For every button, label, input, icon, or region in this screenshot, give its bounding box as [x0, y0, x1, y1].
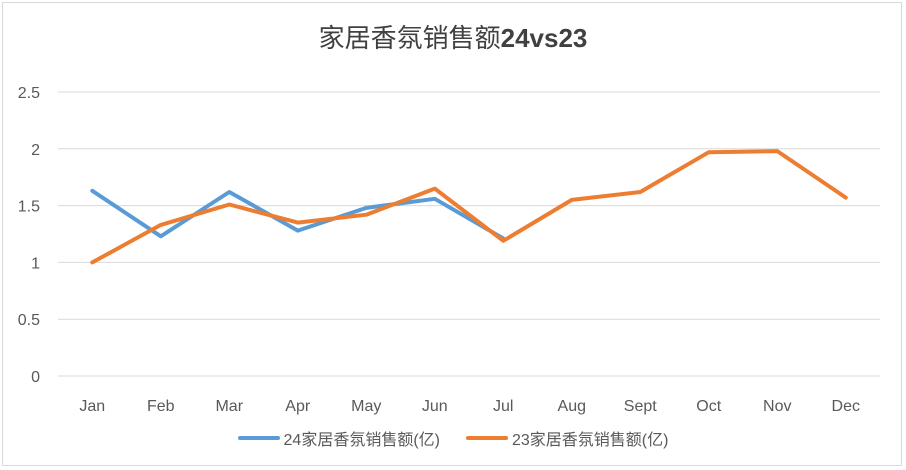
y-tick-label: 1	[31, 255, 40, 272]
y-tick-label: 1.5	[18, 199, 40, 216]
x-tick-label: Sept	[624, 398, 657, 415]
x-tick-label: Feb	[147, 398, 175, 415]
legend-swatch-blue	[237, 436, 280, 440]
chart-legend: 24家居香氛销售额(亿) 23家居香氛销售额(亿)	[0, 426, 906, 450]
legend-swatch-orange	[466, 436, 508, 440]
x-tick-label: Nov	[763, 398, 791, 415]
x-tick-label: May	[351, 398, 381, 415]
y-tick-label: 0.5	[18, 312, 40, 329]
x-tick-label: Jan	[79, 398, 105, 415]
x-tick-label: Jul	[493, 398, 513, 415]
legend-item-23: 23家居香氛销售额(亿)	[466, 426, 668, 450]
x-tick-label: Dec	[832, 398, 860, 415]
x-tick-label: Aug	[558, 398, 586, 415]
legend-label-24: 24家居香氛销售额(亿)	[283, 432, 440, 449]
x-tick-label: Mar	[215, 398, 243, 415]
chart-title: 家居香氛销售额24vs23	[0, 18, 906, 55]
chart-title-zh: 家居香氛销售额	[318, 23, 501, 53]
x-tick-label: Jun	[422, 398, 448, 415]
legend-label-23: 23家居香氛销售额(亿)	[512, 432, 669, 449]
chart-title-en: 24vs23	[500, 23, 588, 53]
x-tick-label: Oct	[696, 398, 721, 415]
y-tick-label: 0	[31, 369, 40, 386]
series-line-1	[90, 149, 848, 265]
legend-item-24: 24家居香氛销售额(亿)	[237, 426, 440, 450]
series-line-0	[90, 188, 506, 241]
x-tick-label: Apr	[285, 398, 311, 415]
y-tick-label: 2.5	[18, 85, 40, 102]
y-tick-label: 2	[31, 142, 40, 159]
